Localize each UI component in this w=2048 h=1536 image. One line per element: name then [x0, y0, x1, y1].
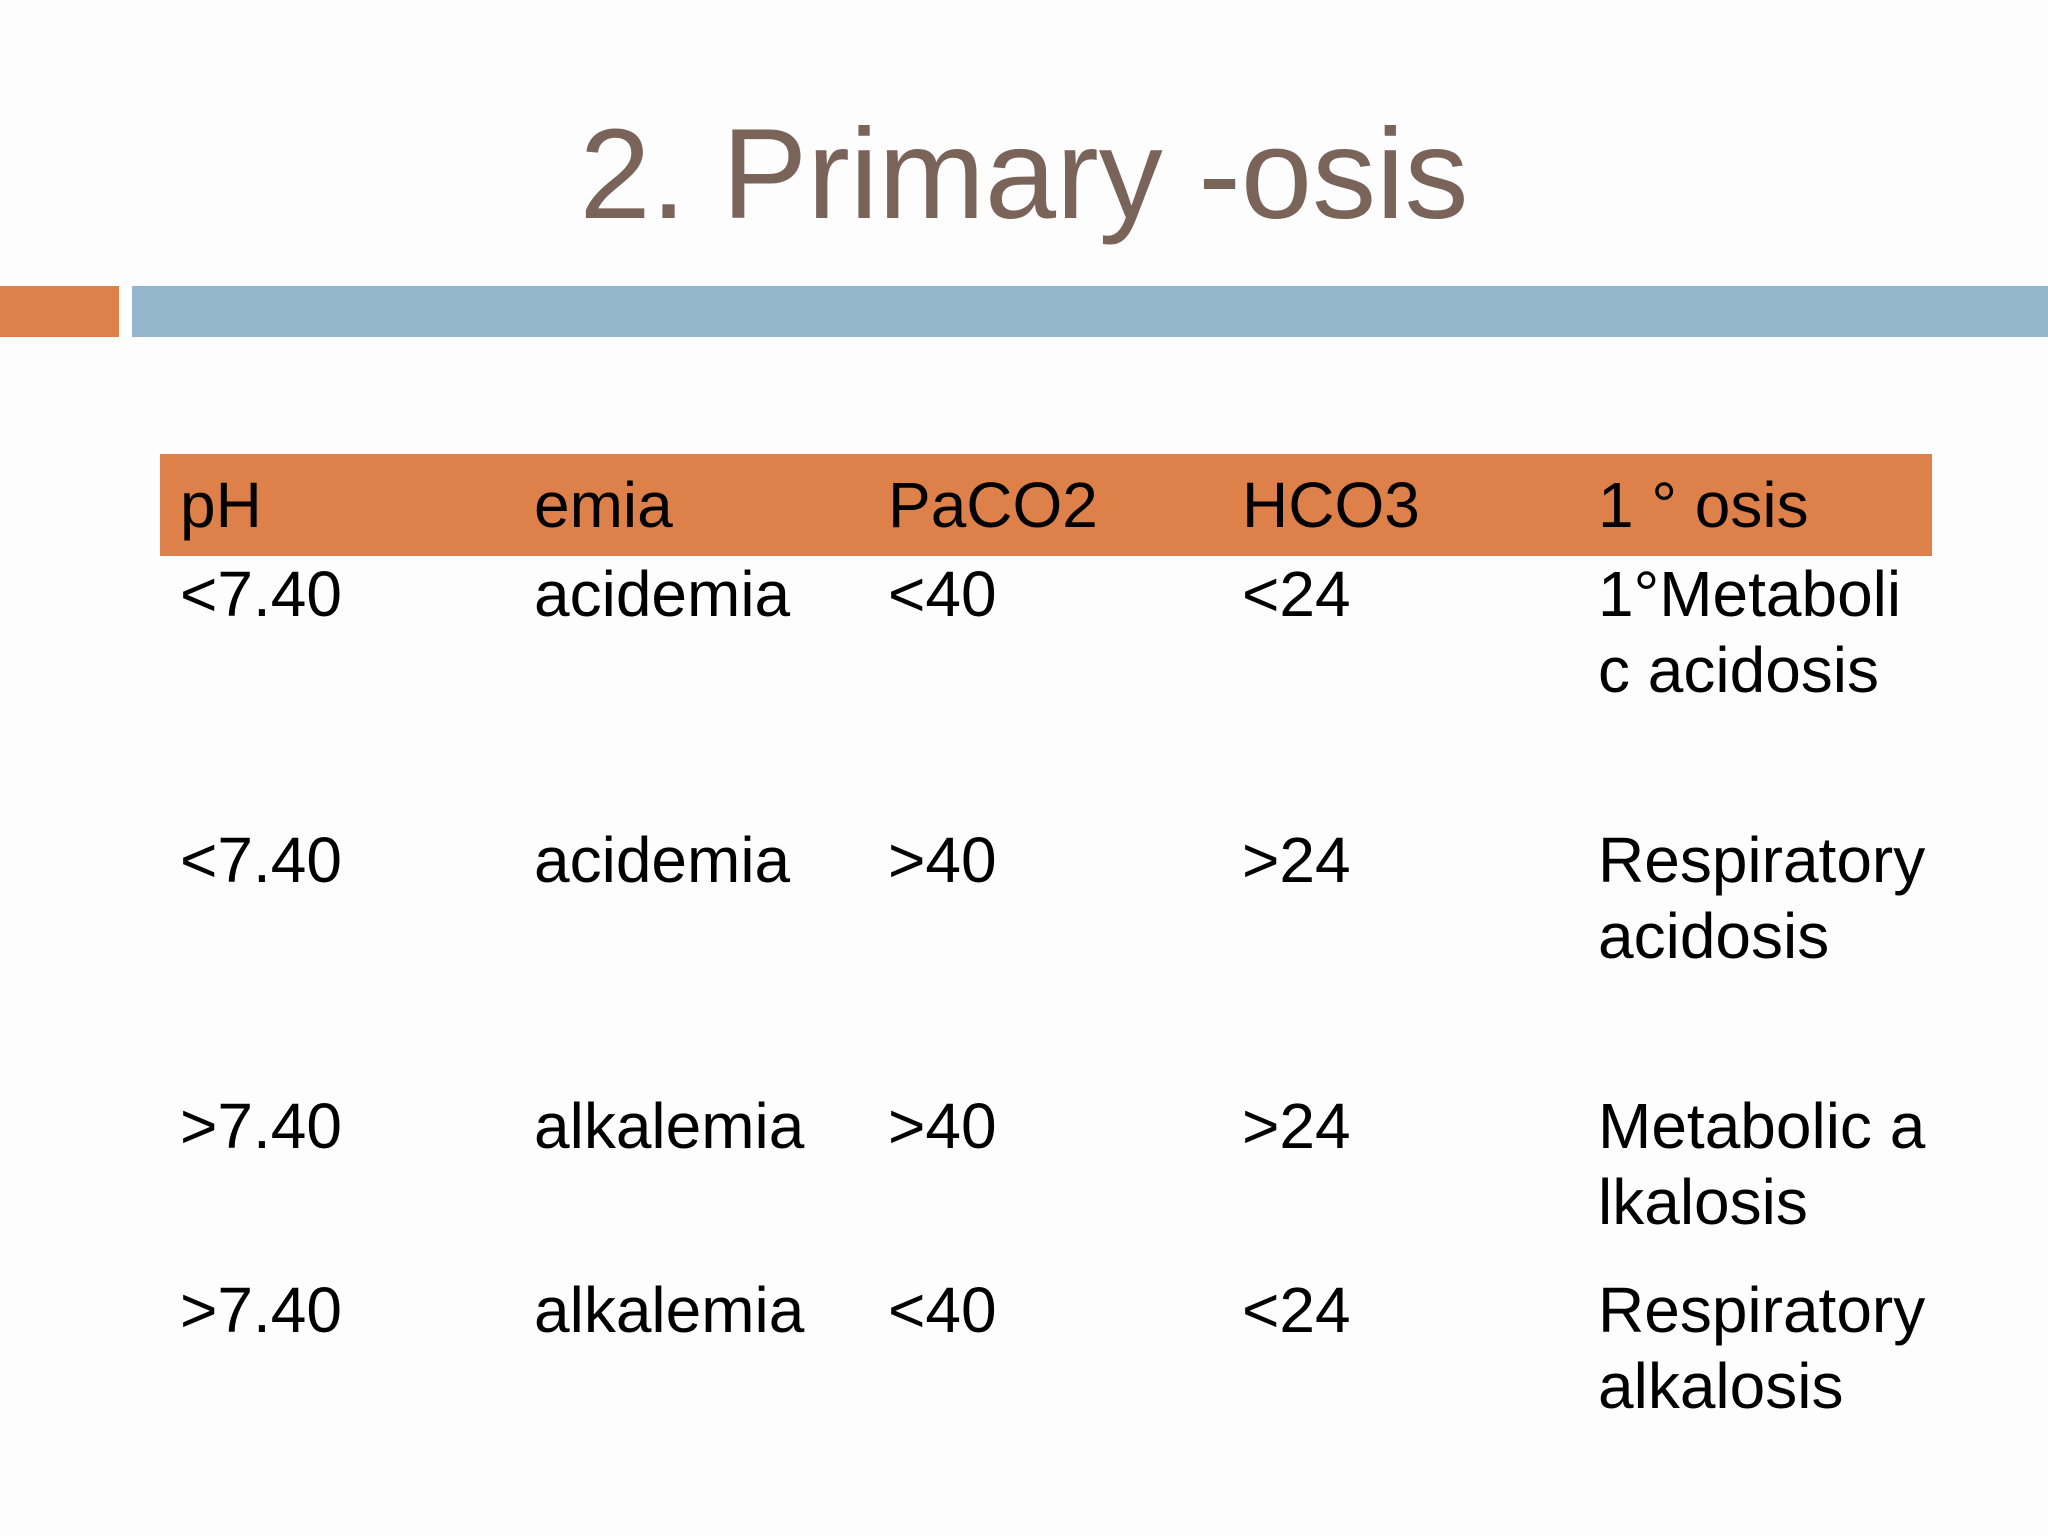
cell-hco3: >24: [1242, 824, 1351, 896]
cell-paco2: <40: [888, 558, 997, 630]
cell-emia: acidemia: [534, 558, 791, 630]
header-paco2: PaCO2: [888, 469, 1098, 541]
table-header-row: pH emia PaCO2 HCO3 1 ° osis: [160, 454, 1932, 556]
cell-ph: >7.40: [180, 1274, 342, 1346]
cell-hco3: >24: [1242, 1090, 1351, 1162]
title-accent-bar-orange: [0, 286, 119, 337]
table-row: >7.40 alkalemia <40 <24 Respiratory alka…: [160, 1272, 1932, 1502]
slide-title: 2. Primary -osis: [579, 103, 1469, 246]
table-row: <7.40 acidemia >40 >24 Respiratory acido…: [160, 822, 1932, 1088]
cell-emia: alkalemia: [534, 1274, 805, 1346]
cell-primary-osis: 1°Metabolic acidosis: [1598, 558, 1902, 706]
header-ph: pH: [180, 469, 262, 541]
cell-primary-osis: Respiratory alkalosis: [1598, 1274, 1926, 1422]
cell-hco3: <24: [1242, 1274, 1351, 1346]
table-row: >7.40 alkalemia >40 >24 Metabolic alkalo…: [160, 1088, 1932, 1272]
header-emia: emia: [534, 469, 673, 541]
cell-ph: <7.40: [180, 824, 342, 896]
cell-primary-osis: Respiratory acidosis: [1598, 824, 1926, 972]
acid-base-table: pH emia PaCO2 HCO3 1 ° osis <7.40 acidem…: [160, 454, 1932, 1502]
cell-emia: acidemia: [534, 824, 791, 896]
header-hco3: HCO3: [1242, 469, 1420, 541]
title-accent-bar-blue: [132, 286, 2048, 337]
cell-paco2: <40: [888, 1274, 997, 1346]
cell-paco2: >40: [888, 1090, 997, 1162]
cell-ph: <7.40: [180, 558, 342, 630]
cell-primary-osis: Metabolic alkalosis: [1598, 1090, 1926, 1238]
header-primary-osis: 1 ° osis: [1598, 469, 1809, 541]
cell-ph: >7.40: [180, 1090, 342, 1162]
cell-emia: alkalemia: [534, 1090, 805, 1162]
table-row: <7.40 acidemia <40 <24 1°Metabolic acido…: [160, 556, 1932, 822]
cell-paco2: >40: [888, 824, 997, 896]
cell-hco3: <24: [1242, 558, 1351, 630]
